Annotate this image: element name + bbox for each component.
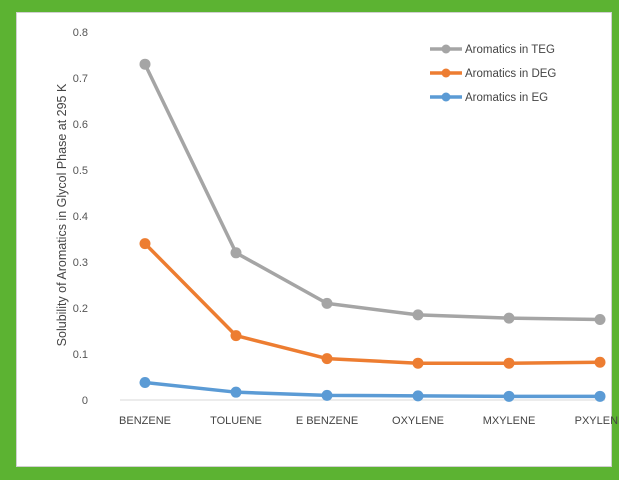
series-line [143,62,602,322]
series-line [143,380,602,399]
y-axis-label: Solubility of Aromatics in Glycol Phase … [55,83,69,346]
x-category-label: BENZENE [119,415,171,427]
y-tick-label: 0.3 [73,257,88,269]
x-category-label: PXYLENE [575,415,619,427]
data-point [139,238,151,250]
legend-swatch-marker [441,92,451,102]
legend-label: Aromatics in DEG [465,68,556,80]
y-tick-label: 0 [82,395,88,407]
y-tick-label: 0.8 [73,27,88,39]
data-point [321,389,333,401]
legend: Aromatics in TEG Aromatics in DEG Aromatic… [430,44,556,104]
x-category-label: E BENZENE [296,415,358,427]
data-point [412,309,424,321]
data-point [321,353,333,365]
series-2 [139,377,606,402]
data-point [503,390,515,402]
legend-swatch-marker [441,44,451,54]
data-point [594,356,606,368]
data-point [412,357,424,369]
y-tick-label: 0.6 [73,119,88,131]
legend-label: Aromatics in EG [465,92,548,104]
series-1 [139,238,606,369]
y-tick-label: 0.7 [73,73,88,85]
data-point [594,390,606,402]
data-point [230,386,242,398]
y-tick-label: 0.5 [73,165,88,177]
y-tick-label: 0.2 [73,303,88,315]
data-point [139,377,151,389]
series-line [143,241,602,365]
chart-panel [16,12,612,467]
y-axis-ticks: 0 0.1 0.2 0.3 0.4 0.5 0.6 0.7 0.8 [73,27,88,407]
data-point [230,330,242,342]
data-point [321,297,333,309]
legend-item: Aromatics in DEG [430,68,556,80]
x-category-label: OXYLENE [392,415,444,427]
data-point [412,390,424,402]
x-category-label: MXYLENE [483,415,536,427]
data-point [139,58,151,70]
legend-label: Aromatics in TEG [465,44,555,56]
data-point [503,312,515,324]
series-group [139,58,606,402]
x-axis-categories: BENZENE TOLUENE E BENZENE OXYLENE MXYLENE PXY… [119,415,619,427]
data-point [230,247,242,259]
y-tick-label: 0.1 [73,349,88,361]
data-point [594,314,606,325]
y-tick-label: 0.4 [73,211,88,223]
data-point [503,357,515,369]
legend-swatch-marker [441,68,451,78]
legend-item: Aromatics in TEG [430,44,555,56]
series-0 [139,58,606,325]
legend-item: Aromatics in EG [430,92,548,104]
x-category-label: TOLUENE [210,415,262,427]
